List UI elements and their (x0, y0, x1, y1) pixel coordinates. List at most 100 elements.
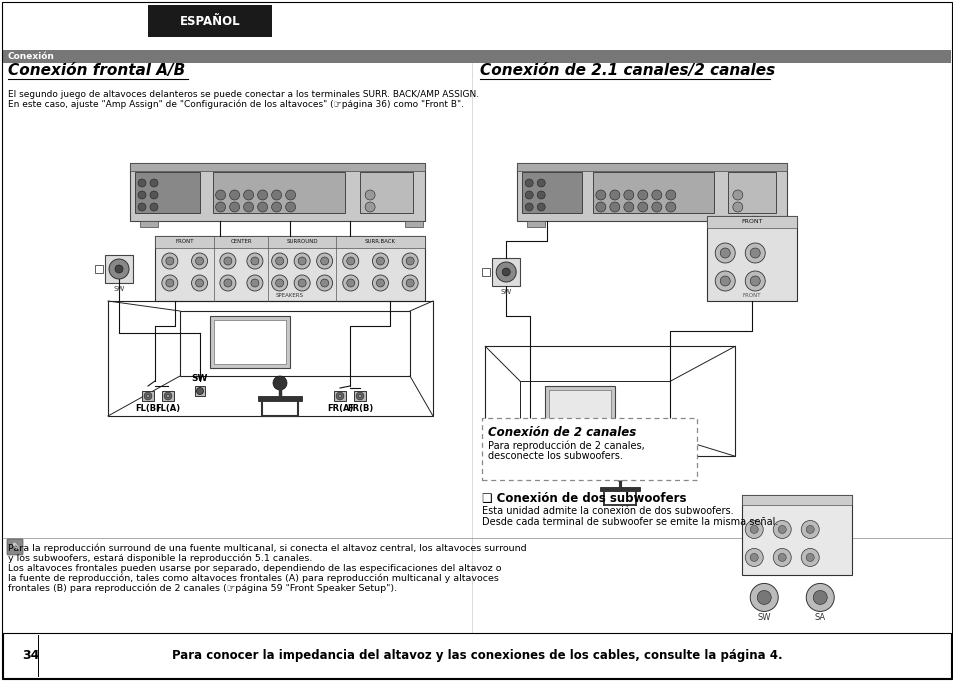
Bar (524, 437, 536, 446)
Circle shape (406, 279, 414, 287)
Circle shape (162, 253, 177, 269)
Circle shape (230, 190, 239, 200)
Circle shape (150, 191, 158, 199)
Bar (549, 390, 611, 427)
Circle shape (596, 190, 605, 200)
Circle shape (109, 259, 129, 279)
Bar (354, 391, 366, 401)
Bar (213, 172, 345, 213)
Bar (210, 316, 290, 368)
Circle shape (342, 275, 358, 291)
Circle shape (376, 279, 384, 287)
Bar (3, 633, 950, 678)
Bar (135, 172, 200, 213)
Circle shape (372, 275, 388, 291)
Text: FRONT: FRONT (742, 293, 760, 298)
Bar (140, 221, 158, 227)
Circle shape (537, 179, 545, 187)
Bar (130, 163, 424, 221)
Circle shape (812, 590, 826, 605)
Circle shape (376, 257, 384, 265)
Circle shape (257, 190, 268, 200)
Text: ✎: ✎ (10, 542, 19, 552)
Circle shape (275, 257, 283, 265)
Circle shape (273, 376, 287, 390)
Circle shape (773, 548, 790, 567)
Circle shape (609, 190, 619, 200)
Circle shape (285, 202, 295, 212)
Text: FL(B): FL(B) (135, 404, 160, 413)
Circle shape (247, 253, 263, 269)
Circle shape (668, 440, 671, 443)
Bar (663, 437, 676, 446)
Circle shape (638, 190, 647, 200)
Bar (492, 258, 519, 286)
Bar (105, 255, 132, 283)
Bar (148, 5, 272, 37)
Circle shape (501, 268, 510, 276)
Bar (161, 391, 174, 401)
Circle shape (272, 275, 288, 291)
Circle shape (192, 253, 208, 269)
Circle shape (243, 202, 253, 212)
Circle shape (138, 203, 146, 211)
Circle shape (778, 526, 785, 533)
Circle shape (402, 253, 417, 269)
Circle shape (251, 257, 258, 265)
Bar (517, 163, 786, 221)
Circle shape (749, 526, 758, 533)
Circle shape (195, 279, 203, 287)
Circle shape (298, 279, 306, 287)
Bar (545, 386, 615, 431)
Circle shape (138, 179, 146, 187)
Text: El segundo juego de altavoces delanteros se puede conectar a los terminales SURR: El segundo juego de altavoces delanteros… (8, 90, 478, 99)
Text: Conexión: Conexión (8, 52, 55, 61)
Circle shape (732, 190, 742, 200)
Circle shape (801, 548, 819, 567)
Circle shape (638, 202, 647, 212)
Circle shape (744, 548, 762, 567)
FancyBboxPatch shape (7, 539, 23, 555)
Circle shape (275, 279, 283, 287)
Text: ❑ Conexión de dos subwoofers: ❑ Conexión de dos subwoofers (481, 492, 686, 505)
Text: FRONT: FRONT (175, 240, 193, 244)
Text: Para reproducción de 2 canales,: Para reproducción de 2 canales, (488, 440, 644, 451)
Text: la fuente de reproducción, tales como altavoces frontales (A) para reproducción : la fuente de reproducción, tales como al… (8, 574, 498, 584)
Text: SW: SW (500, 289, 512, 295)
Circle shape (715, 271, 735, 291)
Bar (706, 216, 797, 301)
Circle shape (230, 202, 239, 212)
Bar (481, 418, 697, 480)
Circle shape (220, 275, 235, 291)
Bar (213, 320, 286, 364)
Text: Conexión de 2 canales: Conexión de 2 canales (488, 426, 636, 439)
Text: ESPAÑOL: ESPAÑOL (179, 15, 240, 28)
Text: SW: SW (546, 425, 563, 434)
Text: SW: SW (757, 614, 770, 622)
Text: SW: SW (113, 286, 125, 292)
Bar (519, 381, 670, 437)
Text: SA: SA (814, 614, 825, 622)
Circle shape (195, 257, 203, 265)
Circle shape (196, 387, 203, 394)
Circle shape (192, 275, 208, 291)
Circle shape (773, 520, 790, 539)
Bar (405, 221, 422, 227)
Circle shape (257, 202, 268, 212)
Bar (95, 265, 103, 273)
Circle shape (215, 202, 225, 212)
Circle shape (805, 584, 833, 612)
Text: FRONT: FRONT (740, 219, 762, 225)
Text: frontales (B) para reproducción de 2 canales (☞página 59 "Front Speaker Setup").: frontales (B) para reproducción de 2 can… (8, 584, 396, 593)
Text: 34: 34 (22, 649, 39, 662)
Bar (194, 386, 205, 396)
Circle shape (537, 203, 545, 211)
Circle shape (294, 253, 310, 269)
Circle shape (609, 202, 619, 212)
Circle shape (528, 440, 531, 443)
Text: SURROUND: SURROUND (286, 240, 317, 244)
Text: desconecte los subwoofers.: desconecte los subwoofers. (488, 451, 622, 461)
Circle shape (335, 392, 344, 400)
Text: Conexión de 2.1 canales/2 canales: Conexión de 2.1 canales/2 canales (479, 63, 775, 78)
Text: CENTER: CENTER (231, 240, 252, 244)
